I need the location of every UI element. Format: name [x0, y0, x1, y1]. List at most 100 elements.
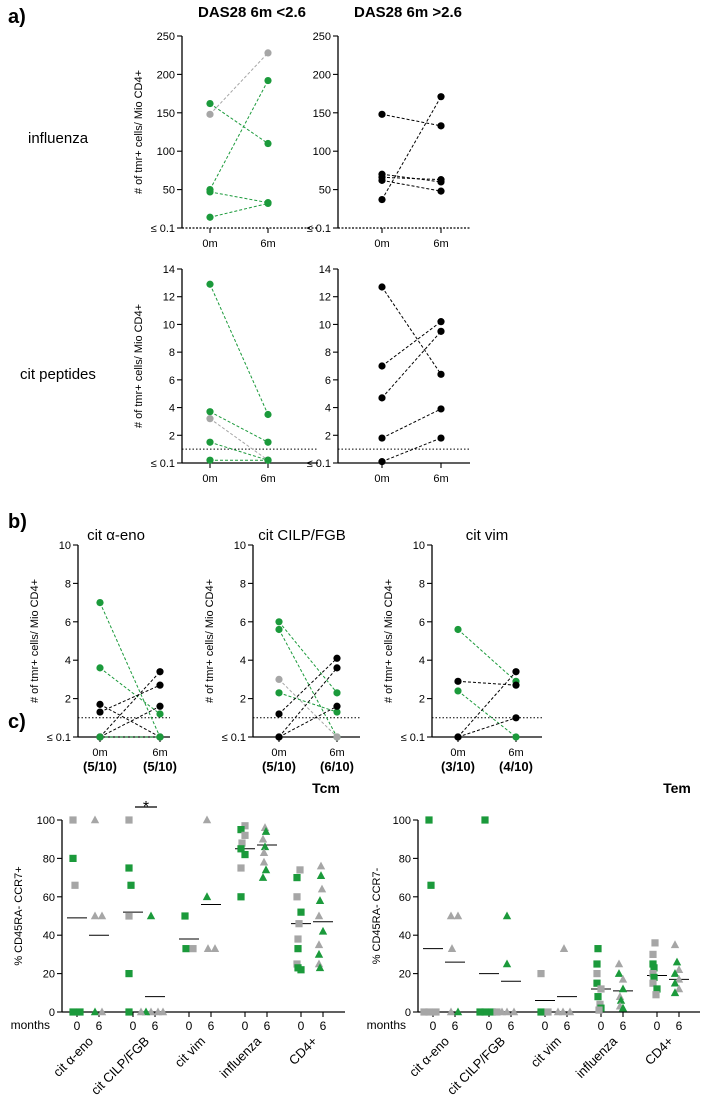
x-tick-label: 6 [676, 1019, 683, 1033]
data-point [156, 702, 164, 710]
data-point [241, 850, 249, 859]
data-point [314, 959, 324, 968]
responder-fraction: (4/10) [499, 759, 533, 774]
data-point [333, 654, 341, 662]
data-point [237, 864, 245, 872]
data-point [136, 1007, 146, 1016]
category-label: cit CILP/FGB [444, 1034, 508, 1098]
data-point [333, 702, 341, 710]
data-point [69, 854, 77, 862]
data-point [297, 908, 305, 916]
y-tick-label: 100 [157, 146, 175, 158]
series-line [209, 103, 269, 144]
data-point [596, 1000, 604, 1008]
series-line [278, 657, 338, 715]
data-point [260, 823, 270, 831]
data-point [454, 677, 462, 685]
responder-fraction: (5/10) [83, 759, 117, 774]
y-tick-label: 20 [43, 969, 55, 981]
data-point [125, 864, 133, 872]
y-tick-label: 80 [43, 853, 55, 865]
y-tick-label: 150 [313, 108, 331, 120]
category-label: cit α-eno [406, 1034, 452, 1080]
data-point [264, 49, 272, 57]
data-point [437, 434, 445, 442]
series-line [381, 286, 442, 375]
data-point [649, 970, 657, 978]
data-point [593, 979, 601, 987]
y-tick-label: 10 [59, 540, 71, 552]
series-line [209, 80, 269, 190]
y-tick-label: 10 [319, 319, 331, 331]
data-point [259, 857, 269, 866]
data-point [670, 988, 680, 997]
series-line [381, 113, 442, 127]
data-point [96, 733, 104, 741]
series-line [457, 629, 517, 682]
data-point [512, 733, 520, 741]
data-point [565, 1007, 575, 1016]
data-point [189, 945, 197, 953]
data-point [509, 1007, 519, 1016]
x-tick-label: 0m [450, 747, 465, 759]
category-label: cit vim [527, 1034, 564, 1071]
series-line [278, 621, 338, 694]
data-point [378, 394, 386, 402]
series-line [381, 331, 442, 399]
y-tick-label: 100 [313, 146, 331, 158]
y-tick-label: 4 [169, 403, 175, 415]
series-line [381, 173, 442, 183]
series-line [457, 717, 517, 738]
data-point [446, 911, 456, 920]
y-tick-label: 150 [157, 108, 175, 120]
x-tick-label: 0 [242, 1019, 249, 1033]
x-tick-label: 6 [152, 1019, 159, 1033]
series-line [209, 411, 269, 443]
data-point [241, 822, 249, 830]
y-tick-label: 2 [240, 694, 246, 706]
series-line [209, 284, 269, 415]
data-point [238, 839, 246, 847]
category-label: influenza [573, 1033, 621, 1081]
y-tick-label: 6 [325, 375, 331, 387]
data-point [316, 871, 326, 879]
y-tick-label: 6 [240, 617, 246, 629]
series-line [209, 191, 269, 204]
y-tick-label: 10 [234, 540, 246, 552]
data-point [672, 957, 682, 966]
data-point [237, 826, 245, 834]
months-label: months [11, 1018, 50, 1032]
y-tick-label: 2 [65, 694, 71, 706]
y-tick-label: 10 [413, 540, 425, 552]
data-point [206, 110, 214, 118]
data-point [69, 816, 77, 824]
x-tick-label: 0 [598, 1019, 605, 1033]
y-axis-label: # of tmr+ cells/ Mio CD4+ [133, 70, 145, 194]
data-point [158, 1007, 168, 1016]
y-tick-label: 50 [163, 185, 175, 197]
data-point [90, 1007, 100, 1016]
data-point [615, 992, 625, 1000]
data-point [127, 881, 135, 889]
series-line [99, 705, 161, 738]
data-point [90, 911, 100, 920]
category-label: CD4+ [642, 1034, 676, 1068]
data-point [446, 1007, 456, 1016]
data-point [156, 668, 164, 676]
data-point [333, 664, 341, 672]
series-line [99, 671, 161, 738]
data-point [559, 944, 569, 952]
data-point [378, 458, 386, 466]
y-tick-label: 8 [325, 347, 331, 359]
series-line [457, 671, 517, 738]
category-label: cit CILP/FGB [88, 1034, 152, 1098]
data-point [206, 408, 214, 416]
series-line [99, 684, 161, 713]
x-tick-label: 6m [260, 473, 275, 485]
row-label-influenza: influenza [28, 130, 89, 147]
series-line [278, 667, 338, 738]
data-point [314, 911, 324, 920]
data-point [537, 1008, 545, 1016]
